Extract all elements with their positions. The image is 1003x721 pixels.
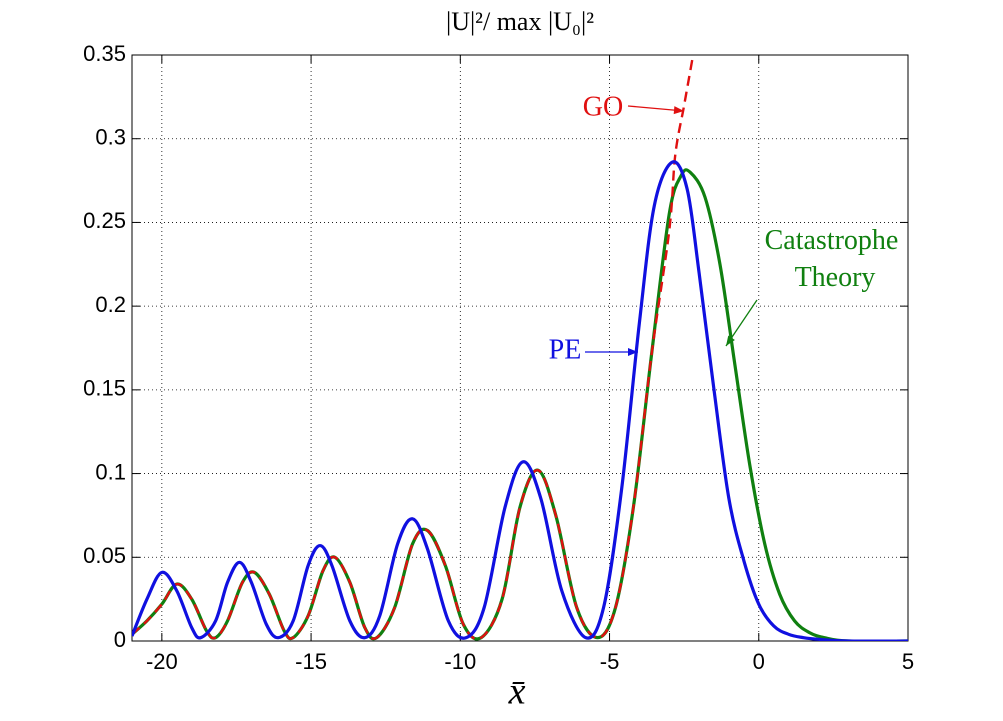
x-tick-label: 5 [902, 649, 914, 674]
x-tick-label: -20 [146, 649, 178, 674]
series-line [132, 160, 908, 641]
arrow-head [673, 106, 684, 115]
x-tick-label: -5 [600, 649, 620, 674]
series-line [132, 55, 695, 641]
y-tick-label: 0 [114, 627, 126, 652]
annotation-line: Catastrophe [765, 225, 906, 256]
annotation: GO [583, 91, 623, 122]
y-tick-label: 0.1 [95, 459, 126, 484]
series-line [132, 168, 908, 641]
x-axis-label: x̄ [508, 671, 526, 713]
arrow-head [726, 335, 735, 346]
y-tick-label: 0.05 [83, 543, 126, 568]
y-tick-label: 0.2 [95, 292, 126, 317]
x-tick-label: 0 [753, 649, 765, 674]
chart-title: |U|²/ max |U₀|² [446, 7, 594, 36]
annotation-line: Theory [795, 262, 876, 293]
x-tick-label: -15 [295, 649, 327, 674]
plot-area [132, 55, 908, 641]
y-tick-label: 0.15 [83, 376, 126, 401]
arrow-head [628, 348, 638, 356]
y-tick-label: 0.35 [83, 41, 126, 66]
plot-frame [131, 54, 909, 642]
x-tick-label: -10 [444, 649, 476, 674]
annotation: Catastrophe Theory [765, 225, 906, 293]
annotation: PE [549, 334, 582, 365]
y-tick-label: 0.3 [95, 125, 126, 150]
y-tick-label: 0.25 [83, 208, 126, 233]
